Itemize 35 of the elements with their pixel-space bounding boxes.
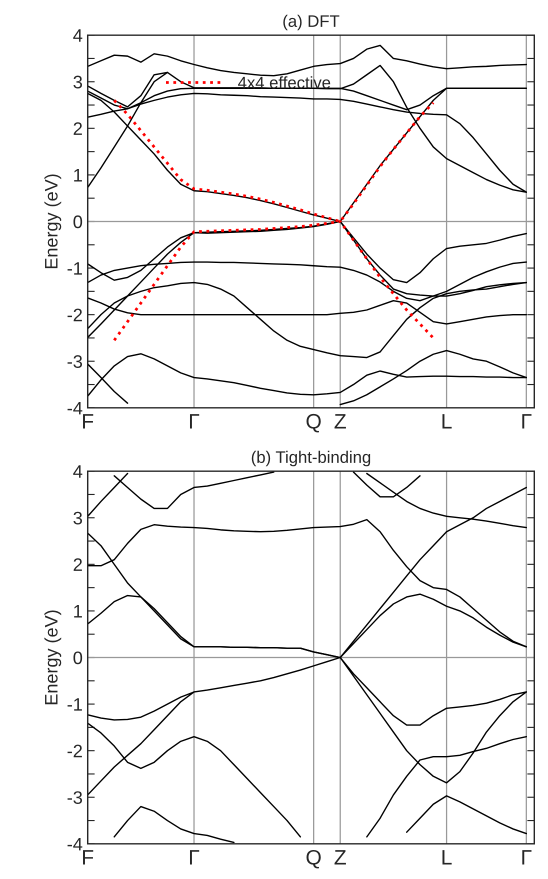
x-tick-label: Γ: [190, 850, 200, 864]
y-tick-label: 4: [73, 465, 82, 478]
chart-title: (b) Tight-binding: [252, 450, 370, 466]
y-tick-label: 4: [73, 29, 82, 42]
y-axis-title: Energy (eV): [44, 610, 62, 704]
x-tick-label: Z: [334, 850, 346, 864]
x-tick-label: L: [442, 414, 452, 428]
y-tick-label: 0: [73, 651, 82, 664]
x-tick-label: F: [83, 850, 94, 864]
x-tick-label: Z: [334, 414, 346, 428]
x-tick-label: Q: [306, 850, 321, 868]
x-tick-label: Q: [306, 414, 321, 432]
chart-title: (a) DFT: [283, 14, 340, 30]
y-tick-label: -3: [68, 791, 82, 804]
y-tick-label: 2: [74, 558, 82, 571]
x-tick-label: Γ: [190, 414, 200, 428]
x-tick-label: L: [442, 850, 452, 864]
y-tick-label: -3: [68, 355, 82, 368]
x-tick-label: F: [83, 414, 94, 428]
y-tick-label: 1: [74, 169, 82, 182]
y-tick-label: -4: [68, 402, 82, 414]
y-tick-label: 3: [73, 76, 82, 88]
y-tick-label: 2: [74, 122, 82, 135]
y-tick-label: -1: [68, 262, 82, 275]
y-tick-label: -2: [68, 308, 82, 322]
y-tick-label: 1: [74, 605, 82, 618]
y-tick-label: -1: [68, 698, 82, 711]
legend-label: 4x4 effective: [238, 76, 330, 88]
x-tick-label: Γ: [522, 414, 532, 428]
x-tick-label: Γ: [522, 850, 532, 864]
y-tick-label: -2: [68, 744, 82, 758]
y-axis-title: Energy (eV): [44, 174, 62, 268]
y-tick-label: 3: [73, 512, 82, 524]
y-tick-label: -4: [68, 838, 82, 850]
y-tick-label: 0: [73, 215, 82, 228]
